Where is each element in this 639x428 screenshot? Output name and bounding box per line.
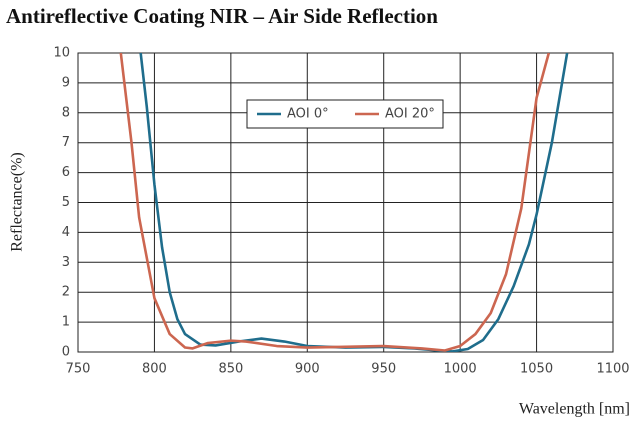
y-tick-label: 1	[62, 315, 70, 330]
y-tick-label: 6	[62, 165, 70, 180]
x-tick-label: 800	[142, 362, 167, 377]
x-tick-label: 1000	[444, 362, 477, 377]
y-tick-label: 4	[62, 225, 70, 240]
x-tick-label: 1050	[520, 362, 553, 377]
x-tick-label: 950	[371, 362, 396, 377]
legend-label: AOI 0°	[287, 107, 329, 122]
y-tick-label: 8	[62, 105, 70, 120]
plot-frame	[77, 52, 614, 353]
x-tick-label: 1100	[596, 362, 629, 377]
y-tick-label: 2	[62, 285, 70, 300]
y-tick-label: 0	[62, 345, 70, 360]
y-tick-label: 3	[62, 255, 70, 270]
x-tick-label: 900	[295, 362, 320, 377]
y-tick-label: 7	[62, 135, 70, 150]
x-tick-label: 850	[218, 362, 243, 377]
y-tick-label: 10	[53, 46, 70, 61]
plot-area	[119, 53, 569, 352]
y-tick-label: 9	[62, 75, 70, 90]
legend-label: AOI 20°	[385, 107, 435, 122]
x-tick-label: 750	[66, 362, 91, 377]
y-axis-label: Reflectance(%)	[9, 152, 26, 251]
series-line	[119, 53, 551, 352]
y-tick-label: 5	[62, 195, 70, 210]
x-axis-label: Wavelength [nm]	[519, 401, 630, 418]
chart-title: Antireflective Coating NIR – Air Side Re…	[6, 4, 438, 28]
